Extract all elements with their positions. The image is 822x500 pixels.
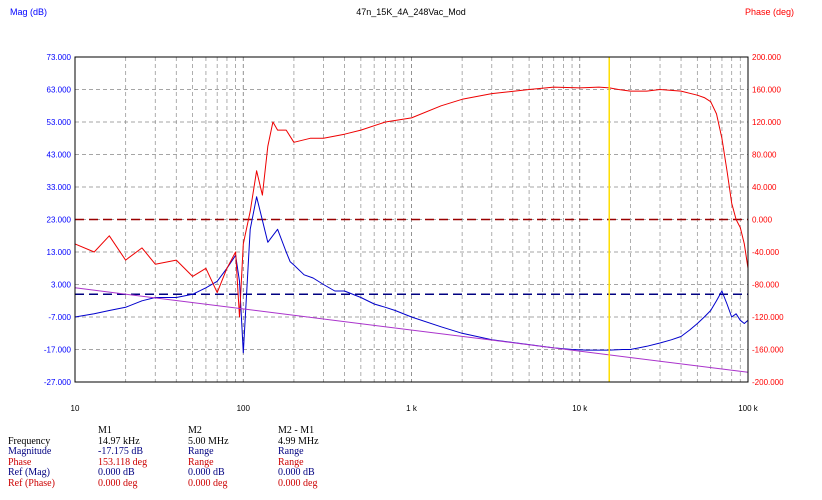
- x-tick-label: 1 k: [406, 404, 418, 413]
- left-tick-label: -7.000: [48, 313, 71, 322]
- readout-row-phase: Phase 153.118 deg Range Range: [8, 456, 319, 469]
- right-tick-label: -120.000: [752, 313, 784, 322]
- reference-lines: [75, 218, 748, 295]
- right-tick-label: 200.000: [752, 53, 781, 62]
- left-tick-label: -27.000: [44, 378, 72, 387]
- readout-m1: 0.000 deg: [98, 477, 138, 489]
- right-tick-label: -160.000: [752, 346, 784, 355]
- left-tick-label: -17.000: [44, 346, 72, 355]
- right-axis-label: Phase (deg): [745, 7, 794, 17]
- readout-diff: 4.99 MHz: [278, 435, 319, 447]
- readout-m2: 0.000 deg: [188, 477, 228, 489]
- readout-label: Ref (Mag): [8, 467, 50, 478]
- readout-header-m1: M1: [98, 425, 112, 436]
- readout-label: Magnitude: [8, 446, 52, 457]
- left-tick-label: 23.000: [47, 216, 72, 225]
- bode-plot: 47n_15K_4A_248Vac_Mod Mag (dB) Phase (de…: [10, 7, 794, 413]
- readout-m2: 0.000 dB: [188, 467, 225, 478]
- right-tick-label: 40.000: [752, 183, 777, 192]
- left-tick-label: 73.000: [47, 53, 72, 62]
- plot-frame: [74, 56, 749, 383]
- readout-row-ref-phase: Ref (Phase) 0.000 deg 0.000 deg 0.000 de…: [8, 477, 319, 490]
- left-axis-label: Mag (dB): [10, 7, 47, 17]
- left-tick-label: 13.000: [47, 248, 72, 257]
- x-tick-labels: 10 100 1 k 10 k 100 k: [71, 404, 759, 413]
- readout-label: Ref (Phase): [8, 477, 55, 489]
- chart-title: 47n_15K_4A_248Vac_Mod: [356, 7, 465, 17]
- left-tick-label: 33.000: [47, 183, 72, 192]
- series-line-0: [74, 196, 749, 354]
- readout-row-frequency: Frequency 14.97 kHz 5.00 MHz 4.99 MHz: [8, 435, 319, 448]
- series-line-1: [74, 86, 749, 318]
- right-tick-label: 0.000: [752, 216, 773, 225]
- x-tick-label: 100: [237, 404, 251, 413]
- series-lines: [74, 86, 749, 373]
- readout-label: Frequency: [8, 435, 51, 447]
- readout-m2: Range: [188, 456, 214, 468]
- readout-m2: Range: [188, 446, 214, 457]
- right-tick-label: 80.000: [752, 151, 777, 160]
- left-tick-label: 43.000: [47, 151, 72, 160]
- right-tick-label: 120.000: [752, 118, 781, 127]
- x-tick-label: 10 k: [572, 404, 588, 413]
- left-tick-labels: 73.000 63.000 53.000 43.000 33.000 23.000 13.0…: [44, 53, 72, 387]
- right-tick-label: -80.000: [752, 281, 780, 290]
- readout-m2: 5.00 MHz: [188, 435, 229, 447]
- readout-m1: -17.175 dB: [98, 446, 143, 457]
- readout-header-row: M1 M2 M2 - M1: [8, 425, 319, 437]
- readout-diff: Range: [278, 446, 304, 457]
- readout-label: Phase: [8, 456, 32, 468]
- readout-diff: Range: [278, 456, 304, 468]
- readout-row-ref-mag: Ref (Mag) 0.000 dB 0.000 dB 0.000 dB: [8, 467, 319, 479]
- readout-row-magnitude: Magnitude -17.175 dB Range Range: [8, 446, 319, 458]
- right-tick-label: 160.000: [752, 86, 781, 95]
- series-line-2: [74, 287, 749, 373]
- right-tick-label: -40.000: [752, 248, 780, 257]
- readout-m1: 0.000 dB: [98, 467, 135, 478]
- readout-diff: 0.000 dB: [278, 467, 315, 478]
- readout-m1: 153.118 deg: [98, 456, 148, 468]
- readout-header-diff: M2 - M1: [278, 425, 315, 436]
- right-tick-labels: 200.000 160.000 120.000 80.000 40.000 0.000 -4…: [752, 53, 784, 387]
- readout-diff: 0.000 deg: [278, 477, 318, 489]
- marker-readout-table: M1 M2 M2 - M1 Frequency 14.97 kHz 5.00 M…: [8, 425, 319, 490]
- left-tick-label: 53.000: [47, 118, 72, 127]
- left-tick-label: 63.000: [47, 86, 72, 95]
- right-tick-label: -200.000: [752, 378, 784, 387]
- x-tick-label: 100 k: [738, 404, 759, 413]
- readout-m1: 14.97 kHz: [98, 435, 140, 447]
- left-tick-label: 3.000: [51, 281, 72, 290]
- readout-header-blank: [8, 426, 98, 437]
- x-tick-label: 10: [71, 404, 80, 413]
- readout-header-m2: M2: [188, 425, 202, 436]
